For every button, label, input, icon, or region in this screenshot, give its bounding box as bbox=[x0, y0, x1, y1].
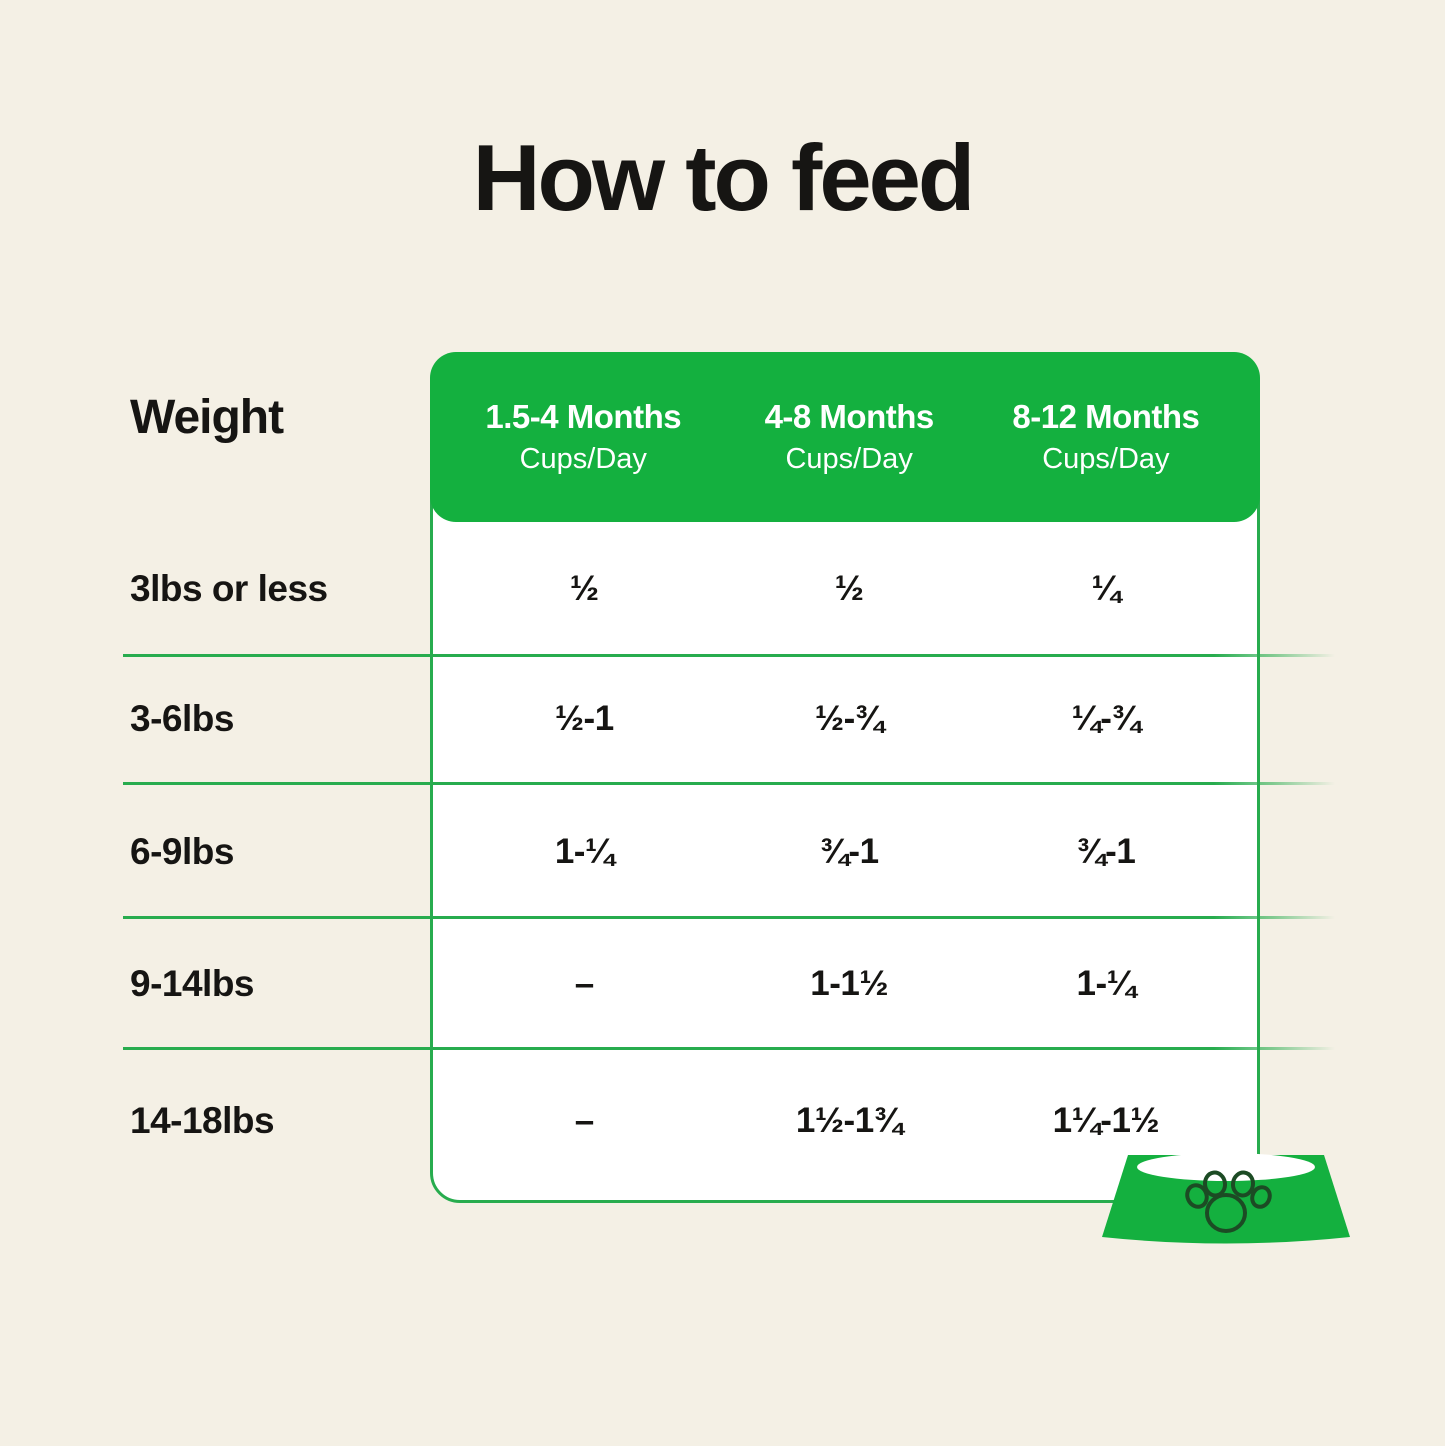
paw-print-icon bbox=[1185, 1170, 1272, 1233]
cell-value: ½ bbox=[569, 568, 599, 608]
column-header-months-2: 4-8 Months Cups/Day bbox=[721, 398, 978, 476]
cell-value: 1-¼ bbox=[554, 831, 614, 871]
row-divider bbox=[123, 654, 1335, 657]
cell-value: 1¼-1½ bbox=[1052, 1101, 1160, 1140]
row-divider bbox=[123, 916, 1335, 919]
cell-value: – bbox=[574, 964, 594, 1003]
row-values: – 1½-1¾ 1¼-1½ bbox=[430, 1051, 1260, 1191]
cell-value: – bbox=[574, 1101, 594, 1140]
cell-value: ½ bbox=[834, 568, 864, 608]
weight-column-header: Weight bbox=[130, 391, 284, 444]
column-header-unit: Cups/Day bbox=[1042, 443, 1170, 475]
cell-value: ¼-¾ bbox=[1071, 699, 1141, 738]
row-values: – 1-1½ 1-¼ bbox=[430, 920, 1260, 1048]
feeding-table-header: 1.5-4 Months Cups/Day 4-8 Months Cups/Da… bbox=[430, 352, 1260, 522]
column-header-unit: Cups/Day bbox=[519, 443, 647, 475]
row-divider bbox=[123, 782, 1335, 785]
row-label: 3-6lbs bbox=[130, 698, 234, 739]
row-values: ½-1 ½-¾ ¼-¾ bbox=[430, 655, 1260, 783]
table-row: 9-14lbs – 1-1½ 1-¼ bbox=[0, 920, 1445, 1048]
column-header-unit: Cups/Day bbox=[785, 443, 913, 475]
cell-value: ½-1 bbox=[554, 699, 614, 738]
table-row: 3-6lbs ½-1 ½-¾ ¼-¾ bbox=[0, 655, 1445, 783]
cell-value: 1-1½ bbox=[810, 964, 889, 1003]
row-label: 3lbs or less bbox=[130, 567, 328, 609]
cell-value: ½-¾ bbox=[814, 699, 884, 738]
column-header-range: 4-8 Months bbox=[764, 398, 935, 435]
table-row: 14-18lbs – 1½-1¾ 1¼-1½ bbox=[0, 1051, 1445, 1191]
table-row: 3lbs or less ½ ½ ¼ bbox=[0, 522, 1445, 655]
page-title: How to feed bbox=[472, 125, 976, 230]
cell-value: ¾-1 bbox=[1076, 831, 1136, 871]
column-header-range: 1.5-4 Months bbox=[485, 398, 682, 435]
dog-bowl-icon bbox=[1102, 1153, 1350, 1244]
row-label: 14-18lbs bbox=[130, 1100, 275, 1141]
column-header-range: 8-12 Months bbox=[1012, 398, 1200, 435]
cell-value: ¼ bbox=[1091, 568, 1121, 608]
row-divider bbox=[123, 1047, 1335, 1050]
row-values: 1-¼ ¾-1 ¾-1 bbox=[430, 786, 1260, 917]
column-header-months-3: 8-12 Months Cups/Day bbox=[978, 398, 1260, 476]
cell-value: 1-¼ bbox=[1076, 964, 1136, 1003]
row-label: 6-9lbs bbox=[130, 830, 234, 872]
row-label: 9-14lbs bbox=[130, 963, 255, 1004]
table-row: 6-9lbs 1-¼ ¾-1 ¾-1 bbox=[0, 786, 1445, 917]
row-values: ½ ½ ¼ bbox=[430, 522, 1260, 655]
cell-value: 1½-1¾ bbox=[795, 1101, 903, 1140]
cell-value: ¾-1 bbox=[819, 831, 879, 871]
column-header-months-1: 1.5-4 Months Cups/Day bbox=[430, 398, 721, 476]
